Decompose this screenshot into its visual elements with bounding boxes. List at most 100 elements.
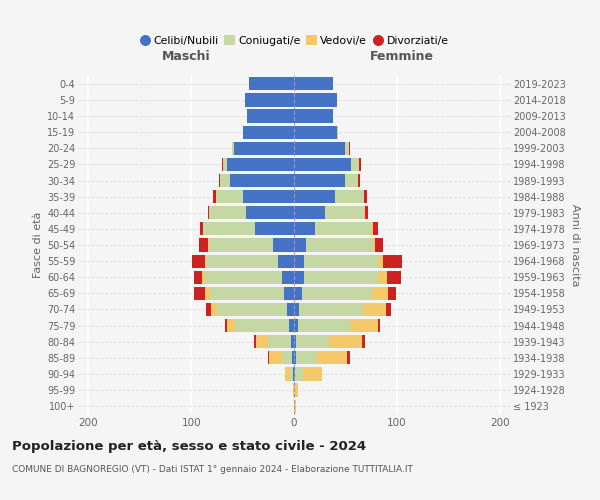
Bar (294, 238, 307, 252)
Bar (216, 190, 242, 203)
Bar (245, 206, 294, 220)
Text: COMUNE DI BAGNOREGIO (VT) - Dati ISTAT 1° gennaio 2024 - Elaborazione TUTTITALIA: COMUNE DI BAGNOREGIO (VT) - Dati ISTAT 1… (12, 466, 413, 474)
Bar (235, 319, 289, 332)
Bar (205, 286, 209, 300)
Bar (303, 368, 322, 380)
Bar (335, 190, 364, 203)
Bar (294, 303, 299, 316)
Bar (194, 270, 202, 284)
Legend: Celibi/Nubili, Coniugati/e, Vedovi/e, Divorziati/e: Celibi/Nubili, Coniugati/e, Vedovi/e, Di… (135, 31, 453, 50)
Bar (256, 335, 268, 348)
Bar (278, 254, 294, 268)
Bar (285, 368, 290, 380)
Bar (254, 335, 256, 348)
Bar (386, 270, 401, 284)
Bar (289, 319, 294, 332)
Bar (294, 94, 337, 106)
Bar (211, 303, 217, 316)
Bar (284, 286, 294, 300)
Bar (203, 222, 255, 235)
Bar (268, 351, 269, 364)
Bar (294, 78, 333, 90)
Text: Femmine: Femmine (370, 50, 434, 63)
Bar (375, 238, 383, 252)
Bar (371, 222, 373, 235)
Bar (223, 158, 227, 171)
Bar (205, 254, 206, 268)
Bar (247, 110, 294, 122)
Bar (346, 142, 349, 155)
Bar (217, 303, 287, 316)
Bar (281, 351, 292, 364)
Bar (209, 206, 245, 220)
Bar (294, 384, 298, 396)
Bar (222, 158, 223, 171)
Bar (349, 142, 350, 155)
Bar (365, 206, 368, 220)
Bar (208, 206, 209, 220)
Bar (208, 238, 209, 252)
Bar (274, 238, 294, 252)
Bar (293, 368, 294, 380)
Bar (200, 222, 203, 235)
Bar (350, 158, 359, 171)
Bar (296, 335, 329, 348)
Bar (329, 335, 362, 348)
Bar (294, 158, 350, 171)
Bar (304, 270, 379, 284)
Bar (281, 270, 294, 284)
Bar (379, 270, 386, 284)
Bar (294, 174, 346, 187)
Bar (294, 351, 296, 364)
Text: Maschi: Maschi (161, 50, 211, 63)
Bar (386, 303, 391, 316)
Bar (383, 254, 402, 268)
Bar (245, 94, 294, 106)
Bar (379, 254, 383, 268)
Bar (364, 206, 365, 220)
Bar (364, 190, 367, 203)
Bar (294, 270, 304, 284)
Bar (293, 384, 294, 396)
Y-axis label: Anni di nascita: Anni di nascita (570, 204, 580, 286)
Text: Popolazione per età, sesso e stato civile - 2024: Popolazione per età, sesso e stato civil… (12, 440, 366, 453)
Bar (268, 335, 291, 348)
Bar (388, 286, 396, 300)
Bar (296, 351, 317, 364)
Bar (213, 190, 216, 203)
Bar (295, 368, 303, 380)
Bar (230, 174, 294, 187)
Bar (232, 142, 235, 155)
Bar (294, 110, 333, 122)
Bar (294, 206, 325, 220)
Bar (205, 270, 281, 284)
Bar (294, 368, 295, 380)
Bar (294, 222, 314, 235)
Bar (225, 319, 227, 332)
Bar (294, 335, 296, 348)
Bar (242, 126, 294, 139)
Bar (359, 158, 361, 171)
Bar (287, 303, 294, 316)
Bar (269, 351, 281, 364)
Bar (219, 174, 220, 187)
Bar (294, 254, 304, 268)
Bar (294, 142, 346, 155)
Bar (362, 335, 365, 348)
Bar (199, 238, 208, 252)
Bar (227, 158, 294, 171)
Bar (363, 303, 386, 316)
Bar (206, 254, 278, 268)
Bar (346, 174, 358, 187)
Bar (358, 174, 360, 187)
Bar (294, 286, 302, 300)
Bar (299, 303, 363, 316)
Bar (220, 174, 230, 187)
Bar (206, 303, 211, 316)
Bar (194, 286, 205, 300)
Bar (202, 270, 205, 284)
Bar (209, 238, 274, 252)
Bar (373, 238, 375, 252)
Bar (337, 126, 338, 139)
Bar (294, 126, 337, 139)
